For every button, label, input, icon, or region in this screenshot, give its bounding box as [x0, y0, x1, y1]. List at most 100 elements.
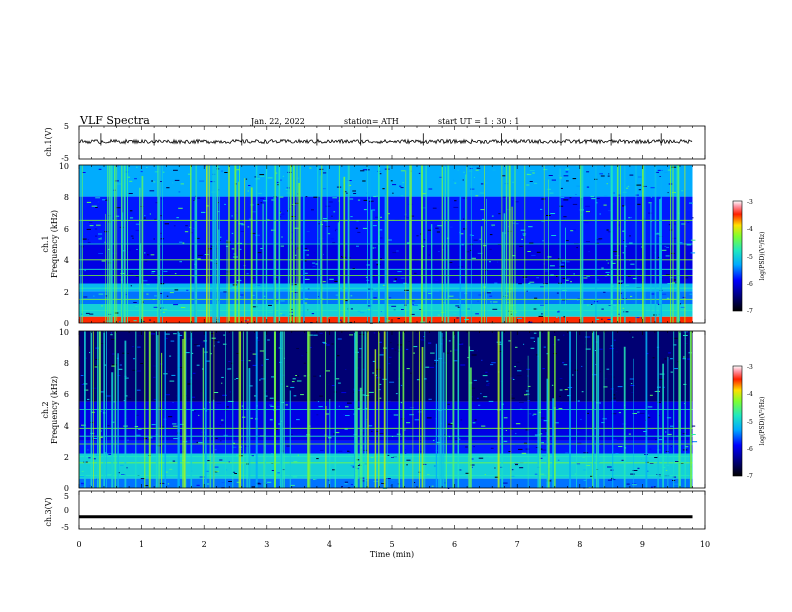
spec1-speckle	[534, 297, 538, 299]
spec1-speckle	[522, 234, 526, 236]
spec2-speckle	[669, 397, 672, 399]
spec2-speckle	[404, 429, 406, 431]
spec1-speckle	[98, 168, 102, 170]
spec2-speckle	[584, 342, 586, 344]
spec1-speckle	[208, 248, 212, 250]
spec2-speckle	[413, 346, 418, 348]
spec1-speckle	[325, 205, 331, 207]
spec1-speckle	[149, 213, 151, 215]
spec2-speckle	[344, 428, 348, 430]
spec1-speckle	[586, 275, 590, 277]
spec2-speckle	[161, 398, 166, 400]
spec1-speckle	[126, 249, 131, 251]
spec1-speckle	[166, 187, 170, 189]
spec1-speckle	[281, 236, 283, 238]
spec1-speckle	[391, 305, 397, 307]
spec2-speckle	[675, 461, 679, 462]
spec1-speckle	[641, 246, 643, 248]
spec1-speckle	[559, 205, 564, 207]
spec1-speckle	[618, 224, 621, 226]
spec2-speckle	[239, 360, 245, 361]
spec1-speckle	[186, 289, 189, 291]
spec2-speckle	[285, 404, 288, 406]
spec1-speckle	[470, 256, 476, 258]
spec2-speckle	[421, 340, 425, 341]
spec2-speckle	[153, 376, 156, 378]
spec2-speckle	[164, 333, 170, 335]
spec2-speckle	[406, 368, 410, 370]
spec1-speckle	[339, 319, 342, 321]
spec2-speckle	[551, 442, 553, 443]
spec2-speckle	[469, 403, 475, 405]
spec1-speckle	[608, 304, 613, 306]
spec2-speckle	[357, 465, 362, 466]
spec1-speckle	[582, 282, 585, 284]
spec1-speckle	[140, 171, 143, 173]
spec1-speckle	[154, 171, 159, 173]
spec1-speckle	[282, 175, 284, 177]
spec1-speckle	[371, 209, 376, 211]
spec2-speckle	[290, 484, 295, 486]
spec2-speckle	[126, 467, 128, 469]
spec1-speckle	[169, 292, 174, 294]
spec2-speckle	[92, 387, 97, 389]
spec1-speckle	[651, 293, 655, 295]
spec1-speckle	[428, 292, 432, 294]
spec1-speckle	[556, 317, 558, 318]
spec1-speckle	[521, 238, 523, 240]
spec2-speckle	[207, 460, 211, 462]
spec1-speckle	[95, 197, 101, 199]
spec2-speckle	[583, 452, 589, 454]
spec1-speckle	[335, 294, 339, 296]
spec1-speckle	[313, 196, 319, 198]
spec2-speckle	[631, 392, 634, 393]
spec2-speckle	[313, 478, 318, 480]
spec1-speckle	[665, 274, 670, 276]
spec1-speckle	[323, 172, 327, 174]
spec1-speckle	[115, 215, 120, 217]
spec1-speckle	[154, 218, 157, 220]
spec1-speckle	[492, 308, 498, 310]
spec1-speckle	[512, 222, 516, 224]
ch3-ytick-bottom: -5	[61, 523, 69, 532]
spec1-speckle	[622, 252, 625, 254]
spec2-speckle	[168, 416, 173, 418]
spec2-speckle	[525, 390, 529, 392]
spec1-speckle	[326, 316, 330, 318]
spec2-speckle	[219, 459, 223, 461]
spec2-speckle	[220, 440, 222, 442]
spec2-speckle	[427, 474, 430, 476]
spec1-speckle	[583, 277, 588, 279]
spec1-speckle	[601, 308, 604, 310]
spec2-speckle	[379, 383, 382, 385]
spec1-speckle	[497, 261, 499, 263]
spec2-speckle	[408, 341, 410, 342]
spec1-speckle	[413, 272, 417, 274]
spec1-speckle	[346, 192, 349, 194]
spec2-speckle	[391, 456, 394, 458]
spec1-speckle	[366, 309, 372, 311]
spec2-speckle	[505, 430, 507, 431]
ch2-spectrogram-panel: 0 2 4 6 8 10 ch.2 Frequency (kHz)	[41, 328, 706, 493]
spec1-speckle	[522, 233, 527, 235]
spec2-speckle	[119, 364, 122, 366]
spec2-speckle	[81, 470, 84, 472]
spec1-speckle	[224, 172, 228, 173]
spec2-speckle	[406, 464, 408, 466]
spec1-speckle	[260, 202, 263, 204]
spec2-speckle	[80, 482, 84, 484]
spec1-speckle	[403, 282, 407, 284]
spec2-speckle	[497, 343, 502, 345]
spec2-speckle	[389, 342, 392, 344]
spec2-speckle	[256, 482, 260, 484]
spec1-speckle	[323, 220, 328, 222]
spec2-speckle	[382, 482, 386, 484]
spec1-speckle	[461, 244, 464, 246]
spec2-speckle	[184, 352, 190, 354]
spec1-speckle	[101, 305, 103, 307]
spec1-speckle	[100, 237, 102, 239]
spec1-speckle	[259, 174, 265, 176]
spec1-speckle	[441, 311, 446, 313]
spec2-speckle	[117, 360, 121, 362]
spec1-speckle	[498, 213, 501, 215]
